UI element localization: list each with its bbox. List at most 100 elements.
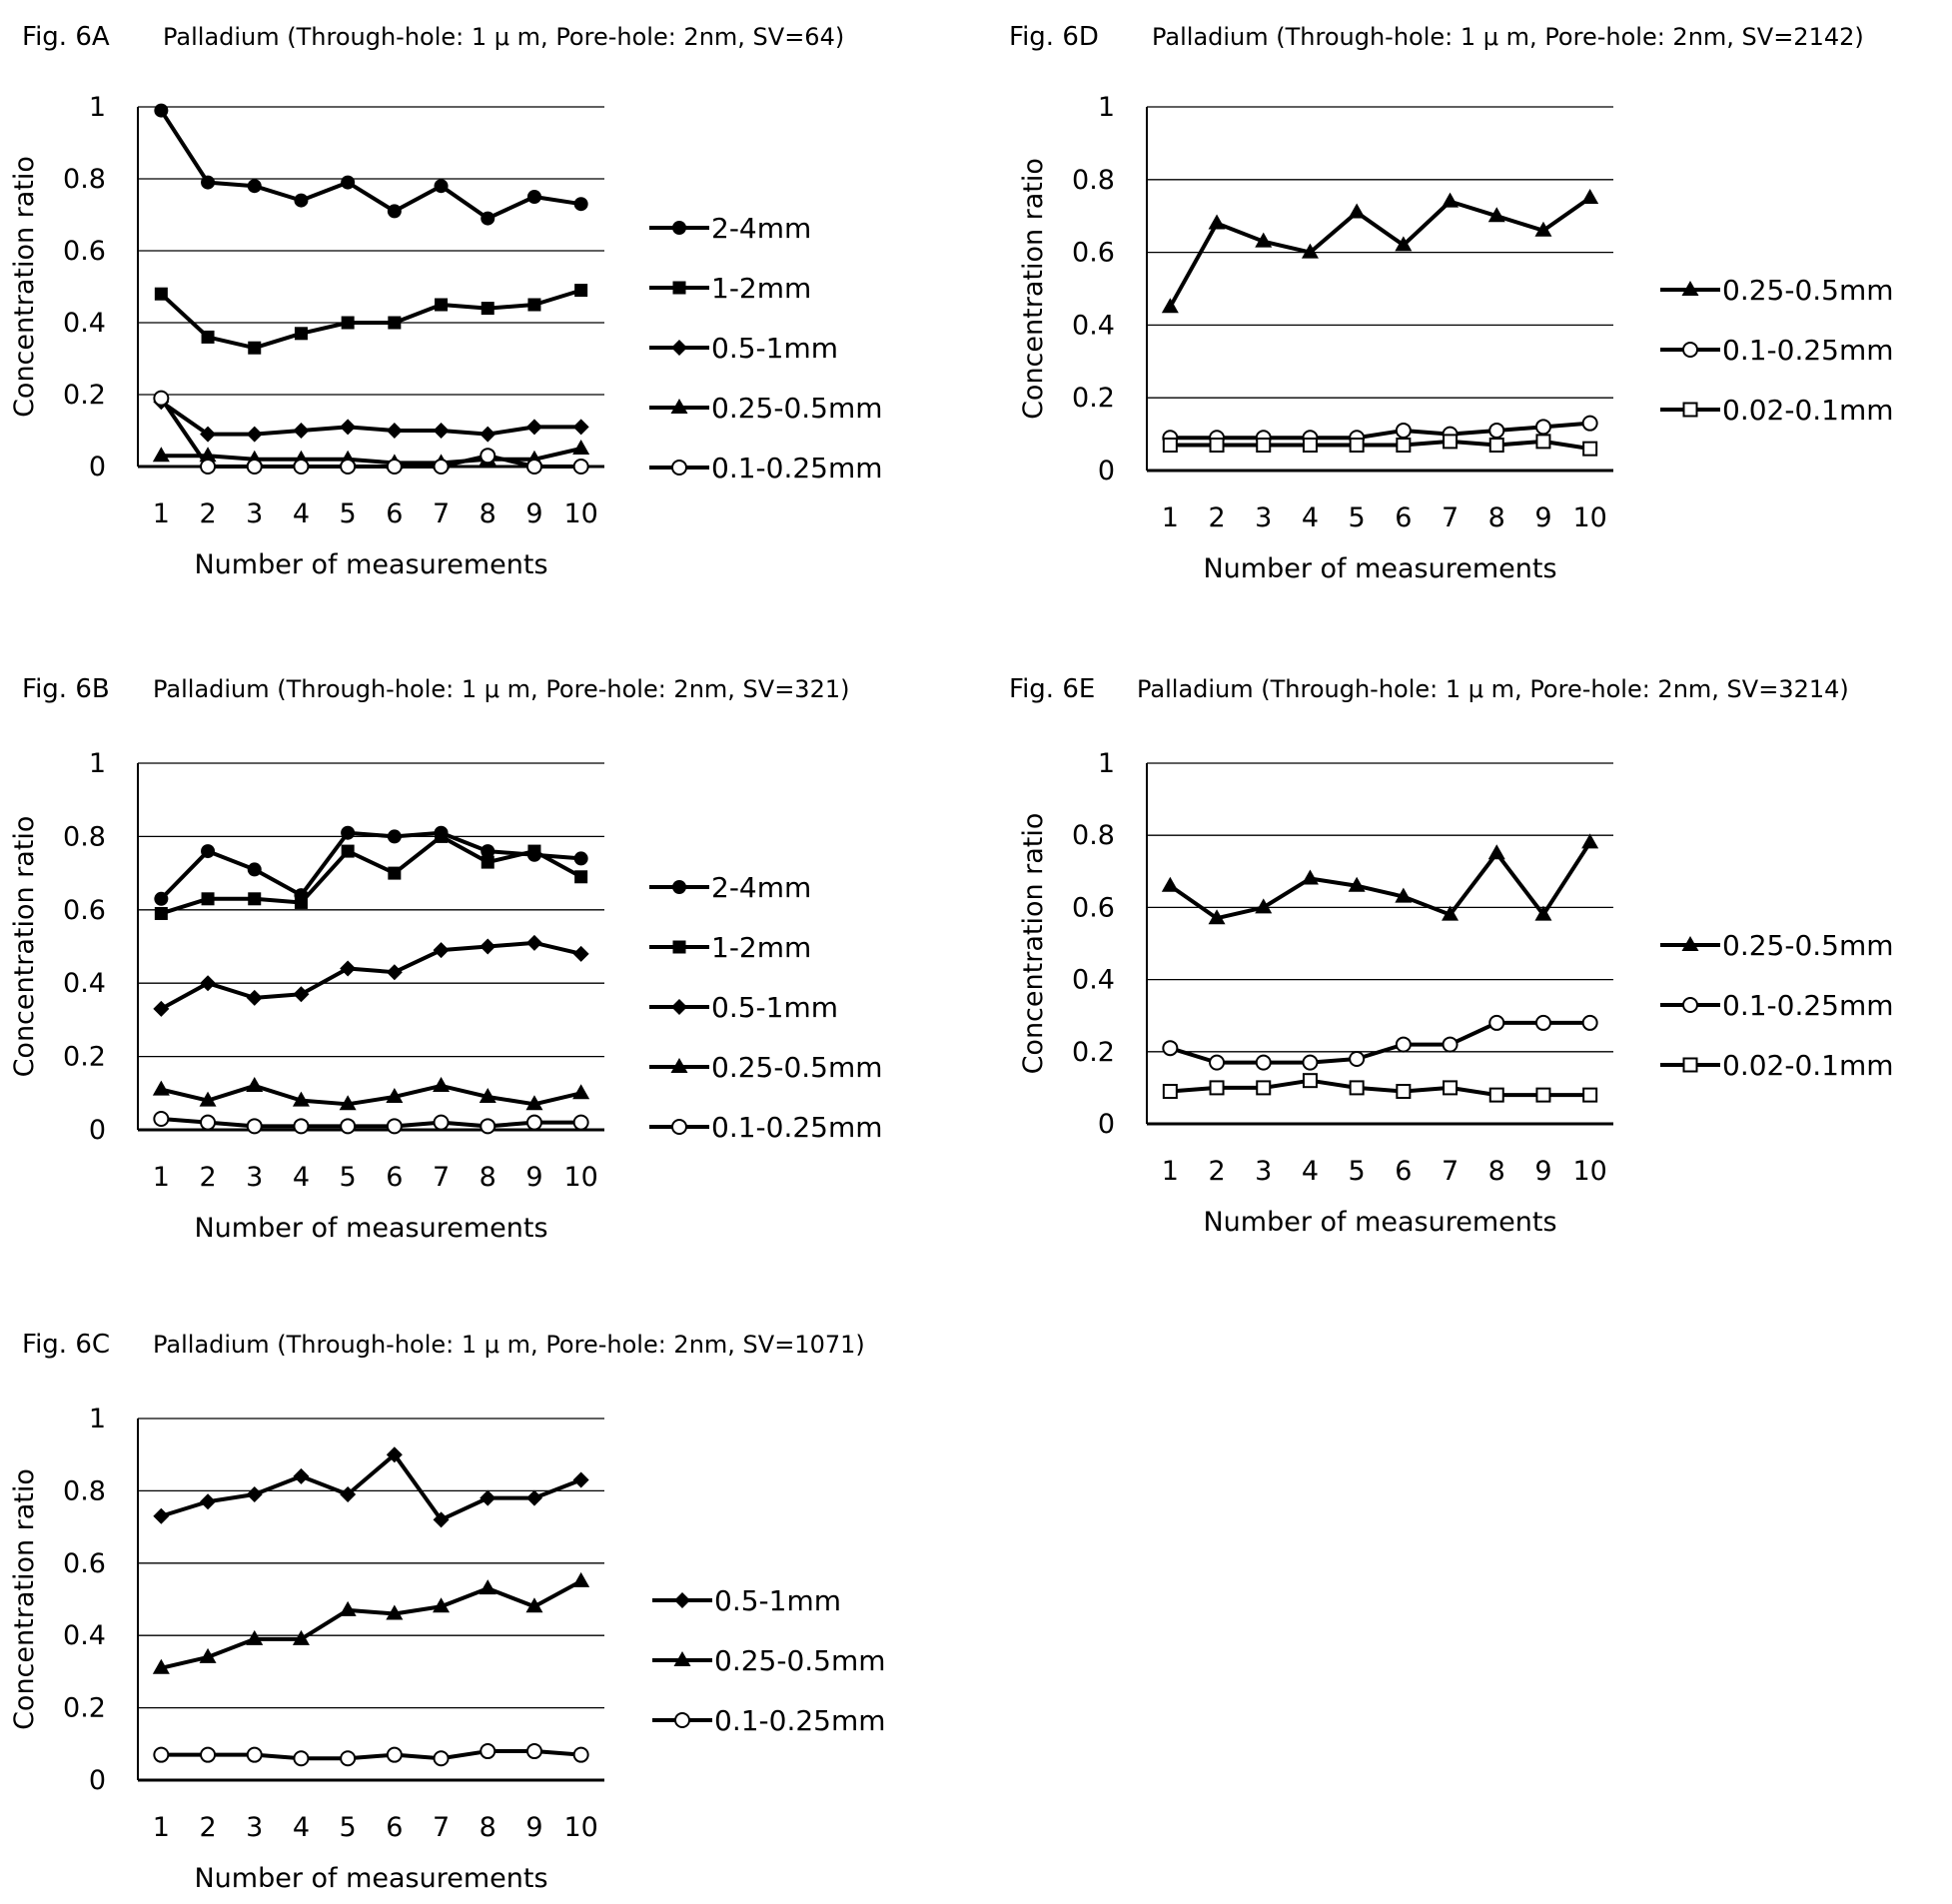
series-0-25-0-5mm [152, 1571, 590, 1674]
legend-label: 0.25-0.5mm [714, 1644, 886, 1677]
x-tick-label: 4 [293, 1162, 310, 1193]
data-point [294, 327, 308, 341]
data-point [433, 1511, 450, 1528]
data-point [293, 1750, 310, 1767]
data-point [433, 423, 450, 439]
y-tick-label: 0.6 [63, 1548, 106, 1579]
legend-marker [674, 1592, 690, 1608]
y-tick-label: 0 [89, 1765, 106, 1796]
chart-fig-6a: Fig. 6A Palladium (Through-hole: 1 μ m, P… [9, 22, 883, 580]
data-point [293, 1118, 310, 1135]
data-point [1348, 876, 1366, 892]
data-point [481, 855, 494, 869]
data-point [435, 298, 449, 312]
data-point [386, 964, 403, 981]
legend: 2-4mm 1-2mm 0.5-1mm 0.25-0.5mm 0.1-0.25mm [649, 212, 883, 484]
data-point [154, 103, 169, 118]
data-point [340, 1486, 357, 1503]
data-point [248, 892, 262, 906]
data-point [435, 829, 449, 843]
x-tick-label: 2 [1208, 1156, 1225, 1187]
data-point [201, 844, 216, 859]
data-point [1581, 1014, 1598, 1031]
x-tick-label: 9 [1534, 502, 1551, 533]
data-point [1162, 1040, 1179, 1057]
data-point [199, 1647, 217, 1663]
series-0-1-0-25mm [153, 1110, 589, 1135]
data-point [1535, 434, 1551, 450]
legend-item: 0.25-0.5mm [1660, 929, 1894, 962]
data-point [386, 1087, 404, 1103]
data-point [1255, 232, 1273, 248]
x-tick-label: 7 [433, 1812, 450, 1843]
data-point [481, 844, 495, 859]
x-tick-label: 2 [199, 498, 216, 529]
legend-item: 2-4mm [649, 212, 811, 245]
y-tick-label: 0.2 [63, 380, 106, 411]
x-tick-label: 2 [1208, 502, 1225, 533]
x-axis-title: Number of measurements [194, 549, 547, 580]
data-point [246, 1746, 263, 1763]
x-tick-label: 6 [1395, 502, 1412, 533]
data-point [386, 459, 403, 475]
data-point [1161, 298, 1179, 314]
x-axis-title: Number of measurements [194, 1863, 547, 1894]
data-point [1209, 438, 1225, 454]
data-point [200, 1746, 217, 1763]
x-tick-label: 3 [1255, 1156, 1272, 1187]
series-1-2mm [154, 829, 588, 920]
data-point [341, 175, 356, 190]
y-tick-label: 1 [1098, 92, 1115, 123]
x-tick-label: 9 [525, 1162, 542, 1193]
series-line [1169, 1020, 1590, 1065]
x-axis-title: Number of measurements [1203, 1207, 1556, 1238]
legend-label: 0.5-1mm [711, 332, 838, 365]
figure-label: Fig. 6D [1009, 22, 1099, 52]
figure-label: Fig. 6C [22, 1330, 110, 1360]
data-point [572, 1746, 589, 1763]
legend-marker [671, 340, 687, 356]
series-line [161, 1749, 581, 1761]
y-tick-label: 1 [89, 1404, 106, 1434]
legend-label: 0.1-0.25mm [711, 1111, 883, 1144]
data-point [1255, 898, 1273, 914]
data-point [433, 942, 450, 959]
legend-marker [1682, 997, 1698, 1013]
data-point [1443, 1080, 1459, 1096]
legend-item: 0.02-0.1mm [1660, 1049, 1894, 1082]
y-tick-label: 0.2 [63, 1693, 106, 1724]
data-point [153, 390, 170, 407]
legend-item: 0.5-1mm [649, 991, 838, 1024]
data-point [293, 423, 310, 439]
data-point [433, 1076, 451, 1092]
data-point [1534, 905, 1552, 921]
legend-item: 0.1-0.25mm [652, 1704, 886, 1737]
data-point [527, 298, 541, 312]
data-point [572, 1571, 590, 1587]
data-point [341, 825, 356, 840]
data-point [341, 316, 355, 330]
data-point [340, 459, 357, 475]
chart-fig-6e: Fig. 6E Palladium (Through-hole: 1 μ m, P… [1009, 674, 1894, 1238]
series-0-5-1mm [153, 1446, 589, 1528]
legend-item: 0.02-0.1mm [1660, 394, 1894, 427]
x-tick-label: 5 [1349, 502, 1366, 533]
legend-item: 0.1-0.25mm [649, 1111, 883, 1144]
data-point [1162, 1084, 1178, 1100]
legend-marker [1681, 281, 1699, 296]
data-point [294, 895, 308, 909]
data-point [340, 1750, 357, 1767]
legend: 0.25-0.5mm 0.1-0.25mm 0.02-0.1mm [1660, 929, 1894, 1082]
data-point [246, 426, 263, 443]
legend-marker [672, 281, 686, 295]
data-point [386, 1746, 403, 1763]
data-point [1488, 438, 1504, 454]
data-point [246, 459, 263, 475]
series-line [1170, 439, 1590, 452]
data-point [572, 419, 589, 436]
x-tick-label: 6 [386, 498, 403, 529]
series-0-1-0-25mm [153, 1743, 589, 1767]
data-point [481, 302, 494, 316]
x-tick-label: 6 [386, 1162, 403, 1193]
